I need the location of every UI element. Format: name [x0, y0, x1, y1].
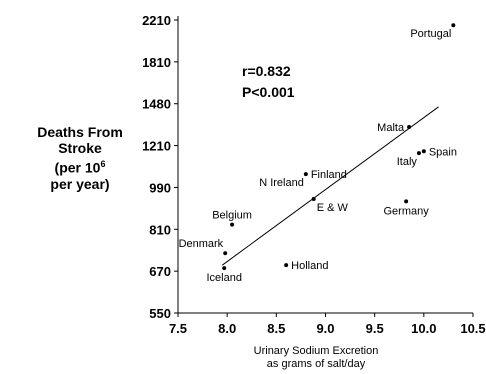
data-point: [230, 222, 235, 227]
x-tick-label: 9.0: [316, 321, 334, 336]
data-points: Portugal Malta Spain Italy Finland N Ireland E…: [179, 23, 457, 284]
data-point: [407, 124, 412, 129]
x-tick-label: 10.0: [411, 321, 436, 336]
point-label: Spain: [429, 146, 457, 158]
point-label: Malta: [377, 122, 405, 134]
y-tick-label: 1210: [142, 139, 171, 154]
x-tick-label: 8.0: [218, 321, 236, 336]
y-axis-label-exponent: 6: [100, 159, 106, 169]
p-value-annotation: P<0.001: [242, 84, 295, 100]
point-label: Portugal: [410, 28, 451, 40]
point-label: Denmark: [179, 238, 224, 250]
point-label: Holland: [291, 260, 328, 272]
y-axis-label-line3-prefix: (per 10: [54, 159, 101, 176]
y-axis-label-line3: (per 106: [18, 156, 142, 176]
y-tick-label: 670: [149, 264, 171, 279]
data-point: [421, 149, 426, 154]
data-point: [311, 197, 316, 202]
point-label: Iceland: [206, 272, 241, 284]
point-label: Finland: [311, 169, 347, 181]
regression-line-group: [221, 106, 439, 266]
r-value-annotation: r=0.832: [242, 63, 291, 79]
y-tick-label: 1480: [142, 97, 171, 112]
y-tick-label: 810: [149, 222, 171, 237]
y-axis-label-line4: per year): [50, 175, 110, 192]
point-label: N Ireland: [259, 177, 304, 189]
x-tick-label: 10.5: [460, 321, 485, 336]
point-label: Germany: [384, 205, 430, 217]
x-tick-label: 9.5: [366, 321, 384, 336]
y-tick-label: 2210: [142, 13, 171, 28]
y-axis-label: Deaths From Stroke (per 106 per year): [18, 124, 142, 192]
x-axis-label-line: as grams of salt/day: [267, 358, 366, 370]
ticks: 550 670 810 990 1210 1480 1810 2210 7.5 8.0 8.5 9.0…: [142, 13, 486, 336]
data-point: [284, 263, 289, 268]
data-point: [222, 266, 227, 271]
data-point: [416, 151, 421, 156]
point-label: E & W: [317, 202, 349, 214]
y-tick-label: 1810: [142, 55, 171, 70]
y-tick-label: 550: [149, 306, 171, 321]
data-point: [404, 199, 409, 204]
data-point: [451, 23, 456, 28]
regression-line: [221, 106, 439, 266]
y-tick-label: 990: [149, 180, 171, 195]
data-point: [303, 172, 308, 177]
x-tick-label: 8.5: [267, 321, 285, 336]
y-axis-label-line2: Stroke: [58, 140, 102, 156]
data-point: [223, 251, 228, 256]
x-tick-label: 7.5: [169, 321, 187, 336]
y-axis-label-line1: Deaths From: [37, 124, 123, 140]
point-label: Italy: [397, 156, 418, 168]
point-label: Belgium: [212, 210, 252, 222]
x-axis-label-line: Urinary Sodium Excretion: [254, 345, 379, 357]
annotations: r=0.832 P<0.001: [242, 63, 295, 100]
